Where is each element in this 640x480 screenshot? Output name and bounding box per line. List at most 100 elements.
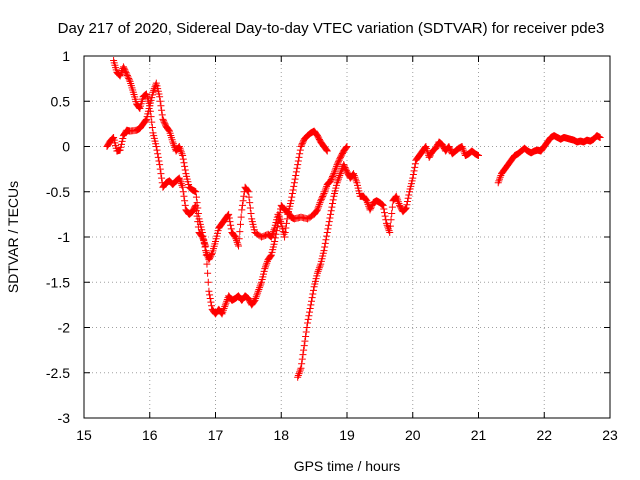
- y-tick-label: 1: [62, 48, 70, 64]
- data-point: [298, 360, 306, 368]
- data-point: [197, 231, 205, 239]
- data-point: [309, 290, 317, 298]
- data-point: [300, 346, 308, 354]
- data-point: [156, 165, 164, 173]
- data-point: [181, 197, 189, 205]
- data-point: [119, 63, 127, 71]
- data-point: [363, 199, 371, 207]
- data-point: [402, 204, 410, 212]
- data-point: [236, 220, 244, 228]
- data-point: [177, 180, 185, 188]
- data-point: [178, 150, 186, 158]
- data-point: [121, 66, 129, 74]
- data-point: [180, 192, 188, 200]
- x-tick-label: 19: [339, 427, 355, 443]
- data-point: [271, 238, 279, 246]
- data-point: [304, 315, 312, 323]
- data-point: [230, 231, 238, 239]
- data-point: [281, 233, 289, 241]
- data-point: [410, 167, 418, 175]
- y-tick-label: -2.5: [46, 365, 70, 381]
- data-point: [409, 171, 417, 179]
- data-point: [282, 224, 290, 232]
- data-point: [316, 199, 324, 207]
- data-point: [239, 197, 247, 205]
- data-point: [240, 192, 248, 200]
- data-point: [334, 177, 342, 185]
- x-tick-label: 23: [602, 427, 618, 443]
- data-point: [388, 203, 396, 211]
- data-point: [272, 230, 280, 238]
- data-point: [385, 227, 393, 235]
- data-point: [238, 206, 246, 214]
- data-point: [320, 190, 328, 198]
- data-point: [297, 364, 305, 372]
- data-point: [335, 156, 343, 164]
- data-point: [316, 262, 324, 270]
- data-point: [324, 225, 332, 233]
- data-point: [330, 170, 338, 178]
- data-point: [366, 206, 374, 214]
- data-point: [317, 195, 325, 203]
- data-point: [123, 72, 131, 80]
- data-point: [321, 239, 329, 247]
- data-point: [315, 202, 323, 210]
- data-point: [302, 328, 310, 336]
- data-point: [200, 237, 208, 245]
- series-segment-3: [294, 138, 482, 381]
- data-point: [304, 319, 312, 327]
- x-tick-label: 20: [405, 427, 421, 443]
- data-point: [178, 181, 186, 189]
- data-point: [169, 140, 177, 148]
- data-point: [180, 159, 188, 167]
- data-point: [220, 304, 228, 312]
- data-point: [155, 157, 163, 165]
- y-tick-label: -0.5: [46, 184, 70, 200]
- data-point: [158, 174, 166, 182]
- data-point: [244, 187, 252, 195]
- series-segment-2: [110, 57, 351, 318]
- data-point: [147, 113, 155, 121]
- data-point: [295, 370, 303, 378]
- data-point: [192, 193, 200, 201]
- data-point: [342, 165, 350, 173]
- data-point: [313, 269, 321, 277]
- data-point: [273, 227, 281, 235]
- x-tick-label: 18: [273, 427, 289, 443]
- data-point: [329, 200, 337, 208]
- data-point: [250, 298, 258, 306]
- series-segment-4: [494, 132, 604, 187]
- data-point: [273, 223, 281, 231]
- data-point: [350, 170, 358, 178]
- data-point: [117, 143, 125, 151]
- data-point: [267, 233, 275, 241]
- data-point: [296, 146, 304, 154]
- data-point: [236, 228, 244, 236]
- data-point: [150, 86, 158, 94]
- data-point: [323, 146, 331, 154]
- data-point: [367, 203, 375, 211]
- data-point: [290, 179, 298, 187]
- data-point: [148, 118, 156, 126]
- x-axis-label: GPS time / hours: [294, 458, 401, 474]
- data-point: [322, 145, 330, 153]
- data-point: [342, 143, 350, 151]
- data-point: [262, 261, 270, 269]
- data-point: [333, 179, 341, 187]
- data-point: [194, 218, 202, 226]
- data-point: [227, 225, 235, 233]
- data-point: [257, 280, 265, 288]
- data-point: [159, 115, 167, 123]
- data-point: [386, 222, 394, 230]
- data-point: [198, 233, 206, 241]
- data-point: [352, 177, 360, 185]
- data-point: [326, 214, 334, 222]
- data-point: [307, 301, 315, 309]
- data-point: [269, 229, 277, 237]
- data-point: [475, 152, 482, 160]
- data-point: [404, 194, 412, 202]
- data-point: [254, 289, 262, 297]
- data-point: [323, 228, 331, 236]
- data-point: [146, 107, 154, 115]
